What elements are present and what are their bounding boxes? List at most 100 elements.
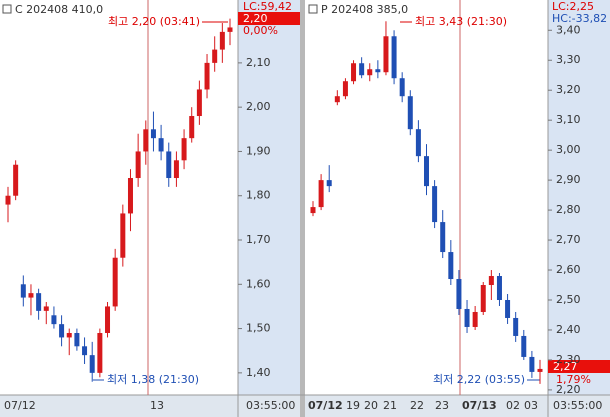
candle-body bbox=[375, 69, 381, 73]
x-tick-label: 03:55:00 bbox=[553, 399, 602, 412]
candle-body bbox=[496, 276, 502, 300]
candle-body bbox=[105, 306, 111, 334]
y-tick-label: 2,40 bbox=[556, 323, 581, 336]
candle-body bbox=[59, 324, 65, 338]
hc-label: HC:-33,82 bbox=[552, 12, 607, 25]
panel-title: P 202408 385,0 bbox=[321, 3, 408, 16]
candle-body bbox=[521, 335, 527, 357]
y-tick-label: 2,70 bbox=[556, 233, 581, 246]
panel-separator bbox=[300, 0, 305, 417]
candle-body bbox=[20, 284, 26, 298]
y-tick-label: 2,60 bbox=[556, 263, 581, 276]
y-axis-area bbox=[238, 0, 300, 395]
y-tick-label: 3,30 bbox=[556, 53, 581, 66]
candle-body bbox=[480, 285, 486, 312]
candle-body bbox=[196, 89, 202, 117]
y-tick-label: 2,30 bbox=[556, 353, 581, 366]
price-tag-text: 2,20 bbox=[243, 12, 268, 25]
candle-body bbox=[189, 116, 195, 139]
candle-body bbox=[513, 317, 519, 336]
candle-body bbox=[464, 308, 470, 327]
y-tick-label: 1,60 bbox=[246, 277, 271, 290]
candle-body bbox=[82, 346, 88, 356]
x-tick-label: 02 bbox=[506, 399, 520, 412]
candle-body bbox=[112, 257, 118, 307]
x-tick-label: 03:55:00 bbox=[246, 399, 295, 412]
candle-body bbox=[359, 63, 365, 76]
candle-body bbox=[326, 180, 332, 187]
candle-body bbox=[505, 299, 511, 318]
high-note: 최고 2,20 (03:41) bbox=[108, 15, 200, 28]
y-tick-label: 2,20 bbox=[556, 383, 581, 396]
x-axis-area bbox=[0, 395, 300, 417]
y-tick-label: 3,20 bbox=[556, 83, 581, 96]
price-tag bbox=[238, 12, 300, 25]
x-tick-label: 19 bbox=[346, 399, 360, 412]
y-tick-label: 1,80 bbox=[246, 189, 271, 202]
candle-body bbox=[227, 27, 233, 32]
candle-body bbox=[181, 138, 187, 161]
panel-icon[interactable] bbox=[308, 4, 318, 14]
x-tick-label: 20 bbox=[364, 399, 378, 412]
candle-body bbox=[219, 31, 225, 50]
low-note: 최저 1,38 (21:30) bbox=[107, 373, 199, 386]
candle-body bbox=[212, 49, 218, 63]
y-tick-label: 3,10 bbox=[556, 113, 581, 126]
candle-body bbox=[204, 62, 210, 90]
change-pct: 1,79% bbox=[556, 373, 591, 386]
candle-body bbox=[537, 368, 543, 372]
candle-body bbox=[127, 178, 133, 214]
candle-body bbox=[51, 315, 57, 325]
candle-body bbox=[432, 186, 438, 223]
candle-body bbox=[318, 180, 324, 208]
y-tick-label: 2,90 bbox=[556, 173, 581, 186]
candle-body bbox=[351, 63, 357, 82]
x-tick-label: 07/13 bbox=[462, 399, 497, 412]
candle-body bbox=[456, 279, 462, 309]
x-tick-label: 13 bbox=[150, 399, 164, 412]
y-tick-label: 3,40 bbox=[556, 23, 581, 36]
candle-body bbox=[43, 306, 49, 311]
candle-body bbox=[173, 160, 179, 179]
candle-body bbox=[529, 356, 535, 372]
panel-icon[interactable] bbox=[2, 4, 12, 14]
candle-body bbox=[367, 69, 373, 76]
change-pct: 0,00% bbox=[243, 24, 278, 37]
candle-body bbox=[66, 333, 72, 338]
y-tick-label: 1,40 bbox=[246, 366, 271, 379]
x-axis-area bbox=[305, 395, 610, 417]
y-tick-label: 1,90 bbox=[246, 144, 271, 157]
x-tick-label: 22 bbox=[410, 399, 424, 412]
candle-body bbox=[310, 207, 316, 214]
candle-body bbox=[166, 151, 172, 179]
candle-body bbox=[120, 213, 126, 258]
y-tick-label: 2,80 bbox=[556, 203, 581, 216]
lc-label: LC:2,25 bbox=[552, 0, 594, 13]
candle-body bbox=[399, 78, 405, 97]
y-tick-label: 1,70 bbox=[246, 233, 271, 246]
x-tick-label: 21 bbox=[383, 399, 397, 412]
candle-body bbox=[415, 129, 421, 157]
candle-body bbox=[150, 129, 156, 139]
y-tick-label: 3,00 bbox=[556, 143, 581, 156]
candle-body bbox=[334, 96, 340, 103]
candle-body bbox=[407, 96, 413, 130]
candle-body bbox=[28, 293, 34, 298]
candle-body bbox=[143, 129, 149, 152]
candle-body bbox=[383, 36, 389, 73]
candle-body bbox=[424, 156, 429, 187]
candle-body bbox=[472, 311, 478, 327]
high-note: 최고 3,43 (21:30) bbox=[415, 15, 507, 28]
y-tick-label: 2,10 bbox=[246, 56, 271, 69]
candle-body bbox=[13, 164, 19, 196]
candle-body bbox=[488, 276, 494, 286]
candle-body bbox=[158, 138, 164, 152]
x-tick-label: 23 bbox=[435, 399, 449, 412]
candle-body bbox=[342, 81, 348, 97]
y-tick-label: 2,50 bbox=[556, 293, 581, 306]
x-tick-label: 03 bbox=[524, 399, 538, 412]
candle-body bbox=[448, 252, 454, 280]
candle-body bbox=[97, 333, 103, 373]
price-tag bbox=[548, 360, 610, 373]
